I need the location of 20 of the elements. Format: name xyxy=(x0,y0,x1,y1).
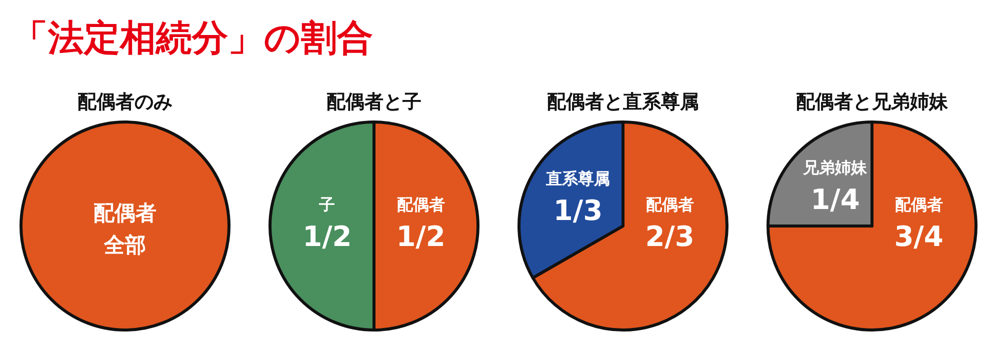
slice-label: 子 xyxy=(318,195,336,214)
data-label: 全部 xyxy=(103,233,146,257)
slice-label: 直系尊属 xyxy=(544,168,610,188)
data-label: 1/2 xyxy=(302,220,352,253)
slice-label: 兄弟姉妹 xyxy=(802,158,868,178)
data-label: 2/3 xyxy=(645,220,694,253)
chart-title: 配偶者と子 xyxy=(326,91,422,113)
slice-label: 配偶者 xyxy=(646,195,694,214)
data-label: 1/3 xyxy=(553,194,603,227)
slice-label: 配偶者 xyxy=(894,195,943,214)
chart-title: 配偶者のみ xyxy=(78,91,172,113)
data-label: 3/4 xyxy=(894,220,944,253)
slice-label: 配偶者 xyxy=(396,195,445,214)
chart-title: 配偶者と兄弟姉妹 xyxy=(796,91,949,113)
text: 「法定相続分」の割合 xyxy=(12,18,373,59)
data-label: 1/4 xyxy=(810,183,860,216)
chart-title: 配偶者と直系尊属 xyxy=(547,91,699,113)
data-label: 1/2 xyxy=(396,220,446,253)
pie-slice xyxy=(766,120,978,332)
slice-label: 配偶者 xyxy=(94,201,156,225)
